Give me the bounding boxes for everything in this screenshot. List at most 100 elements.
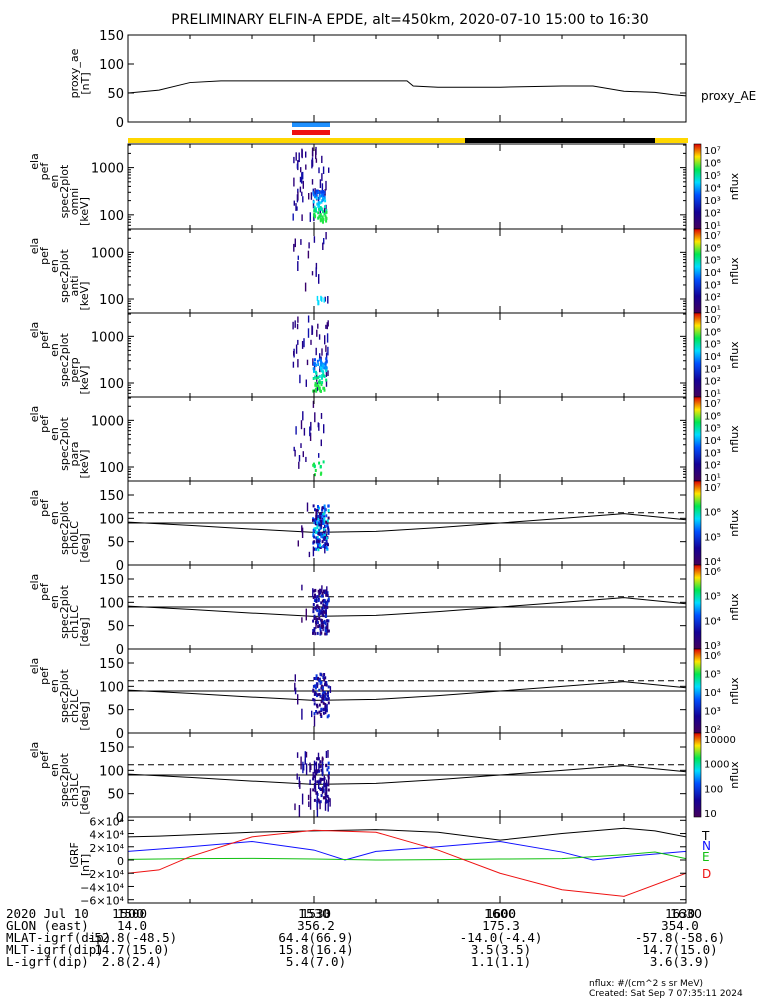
spectrogram-cell bbox=[318, 423, 320, 431]
colorbar-6: 10⁶ 10⁵ 10⁴ 10³ 10² nflux bbox=[693, 648, 741, 736]
spectrogram-cell bbox=[317, 606, 320, 609]
spectrogram-cell bbox=[313, 614, 316, 618]
spectrogram-cell bbox=[299, 186, 302, 193]
ytick-label: 50 bbox=[107, 87, 124, 102]
panel-3-ylabel-line: ela bbox=[28, 322, 41, 339]
spectrogram-cell bbox=[313, 677, 316, 680]
spectrogram-cell bbox=[301, 191, 303, 197]
spectrogram-cell bbox=[312, 771, 314, 779]
spectrogram-cell bbox=[314, 508, 316, 512]
spectrogram-cell bbox=[322, 693, 325, 697]
spectrogram-cell bbox=[327, 701, 330, 705]
spectrogram-cell bbox=[316, 609, 319, 613]
spectrogram-cell bbox=[327, 685, 330, 689]
spectrogram-cell bbox=[301, 617, 303, 623]
spectrogram-cell bbox=[321, 761, 324, 774]
panel-4-frame bbox=[127, 396, 687, 482]
spectrogram-cell bbox=[314, 363, 317, 367]
spectrogram-cell bbox=[319, 764, 322, 768]
colorbar-tick-label: 10¹ bbox=[704, 473, 721, 484]
orbit-bar-shadow bbox=[465, 138, 655, 143]
spectrogram-cell bbox=[301, 172, 303, 180]
legend-label-D: D bbox=[702, 867, 711, 881]
spectrogram-cell bbox=[320, 356, 322, 361]
spectrogram-cell bbox=[312, 540, 315, 544]
colorbar-0-label: nflux bbox=[728, 172, 741, 200]
spectrogram-cell bbox=[319, 217, 322, 221]
spectrogram-cell bbox=[323, 775, 325, 786]
spectrogram-cell bbox=[318, 358, 321, 362]
spectrogram-cell bbox=[313, 362, 315, 366]
spectrogram-cell bbox=[301, 214, 303, 221]
spectrogram-cell bbox=[312, 191, 315, 195]
spectrogram-cell bbox=[310, 339, 312, 345]
panel-1-ylabel-line: en bbox=[48, 175, 61, 189]
spectrogram-cell bbox=[322, 374, 325, 378]
legend-label-N: N bbox=[702, 839, 711, 853]
spectrogram-cell bbox=[326, 522, 329, 526]
spectrogram-cell bbox=[320, 525, 323, 529]
spectrogram-cell bbox=[316, 521, 319, 525]
colorbar-tick-label: 10² bbox=[704, 293, 721, 304]
spectrogram-cell bbox=[312, 199, 315, 209]
spectrogram-cell bbox=[327, 543, 329, 547]
spectrogram-cell bbox=[317, 375, 320, 379]
spectrogram-cell bbox=[321, 155, 323, 163]
spectrogram-cell bbox=[323, 238, 325, 245]
spectrogram-cell bbox=[312, 777, 315, 781]
ytick-label: 100 bbox=[99, 293, 124, 308]
spectrogram-cell bbox=[315, 674, 318, 678]
panel-3-ylabel-line: perp bbox=[68, 357, 81, 382]
colorbar-tick-label: 10³ bbox=[704, 448, 721, 459]
colorbar-0-gradient bbox=[693, 143, 702, 230]
spectrogram-cell bbox=[297, 316, 299, 323]
spectrogram-cell bbox=[296, 773, 298, 780]
spectrogram-cell bbox=[293, 446, 295, 452]
spectrogram-cell bbox=[321, 376, 323, 380]
spectrogram-cell bbox=[318, 624, 321, 628]
spectrogram-cell bbox=[325, 210, 328, 214]
colorbar-7-label: nflux bbox=[728, 761, 741, 789]
spectrogram-cell bbox=[315, 262, 318, 270]
spectrogram-cell bbox=[320, 768, 323, 772]
spectrogram-cell bbox=[314, 593, 316, 597]
spectrogram-cell bbox=[318, 523, 321, 527]
spectrogram-cell bbox=[319, 353, 321, 361]
spectrogram-cell bbox=[318, 610, 321, 613]
spectrogram-cell bbox=[324, 529, 327, 533]
spectrogram-cell bbox=[312, 603, 315, 606]
colorbar-tick-label: 10⁵ bbox=[704, 256, 721, 267]
spectrogram-cell bbox=[321, 610, 324, 614]
spectrogram-cell bbox=[300, 420, 303, 430]
spectrogram-cell bbox=[313, 213, 316, 217]
spectrogram-cell bbox=[311, 179, 314, 185]
colorbar-tick-label: 10⁶ bbox=[704, 411, 721, 422]
spectrogram-cell bbox=[324, 205, 326, 209]
spectrogram-cell bbox=[320, 618, 323, 622]
spectrogram-cell bbox=[315, 597, 318, 601]
spectrogram-cell bbox=[315, 389, 318, 393]
xtick-label: 1630 bbox=[670, 906, 702, 921]
panel-4-ylabel-line: pef bbox=[38, 414, 51, 433]
spectrogram-cell bbox=[327, 526, 330, 530]
spectrogram-cell bbox=[312, 377, 315, 380]
ytick-label: 1000 bbox=[91, 246, 124, 261]
spectrogram-cell bbox=[326, 322, 328, 330]
spectrogram-cell bbox=[308, 551, 311, 558]
spectrogram-cell bbox=[328, 771, 330, 775]
spectrogram-cell bbox=[327, 788, 330, 792]
spectrogram-cell bbox=[325, 626, 328, 630]
orbit-status-bars bbox=[128, 122, 688, 143]
spectrogram-cell bbox=[326, 524, 329, 528]
spectrogram-cell bbox=[317, 521, 320, 525]
spectrogram-cell bbox=[319, 366, 321, 373]
spectrogram-cell bbox=[324, 199, 327, 203]
spectrogram-cell bbox=[325, 593, 328, 597]
spectrogram-cell bbox=[315, 376, 318, 380]
spectrogram-cell bbox=[316, 202, 319, 206]
spectrogram-cell bbox=[312, 400, 315, 408]
panel-4-plot-area bbox=[293, 400, 325, 477]
spectrogram-cell bbox=[318, 688, 321, 692]
spectrogram-cell bbox=[318, 204, 320, 208]
